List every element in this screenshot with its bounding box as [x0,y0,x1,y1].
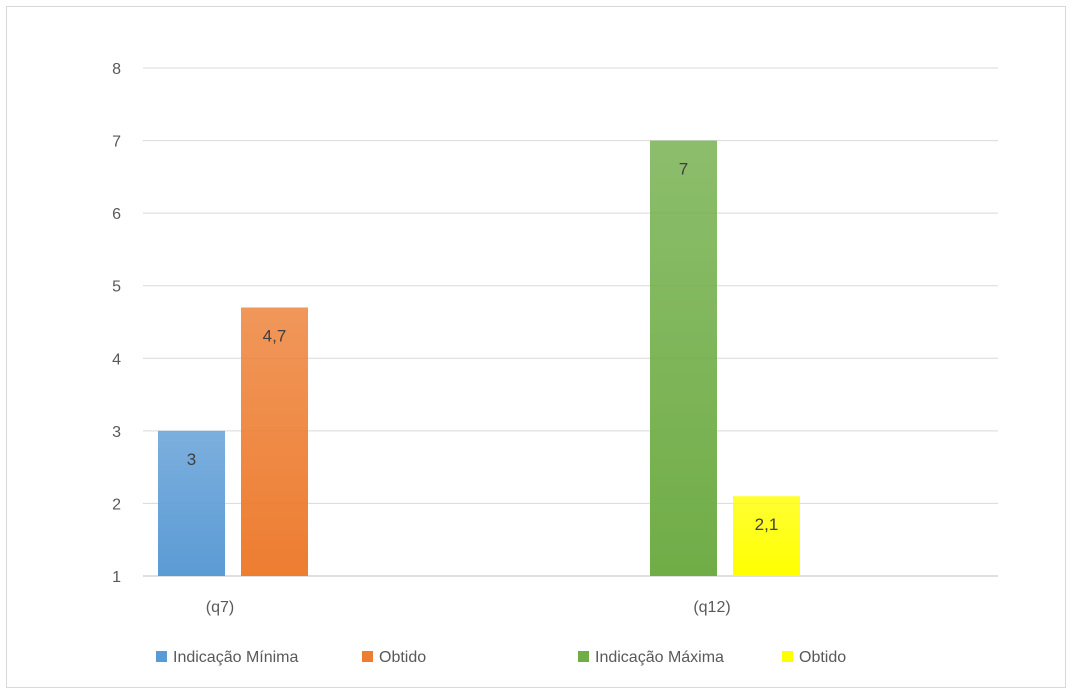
x-tick-label: (q7) [206,599,234,616]
legend-label: Obtido [379,649,426,666]
legend-swatch [362,651,373,662]
legend-label: Indicação Mínima [173,649,298,666]
x-tick-label: (q12) [693,599,730,616]
data-label: 2,1 [755,515,779,534]
bars [158,140,800,577]
y-tick-label: 4 [112,351,121,368]
data-label: 3 [187,450,196,469]
bar-q12-1 [650,140,717,577]
legend-swatch [156,651,167,662]
legend-swatch [578,651,589,662]
y-tick-label: 2 [112,496,121,513]
y-tick-label: 1 [112,569,121,586]
x-axis: (q7) (q12) [206,599,731,616]
y-tick-label: 5 [112,279,121,296]
y-tick-label: 8 [112,61,121,78]
data-label: 7 [679,160,688,179]
bar-q7-1 [158,430,225,576]
legend: Indicação Mínima Obtido Indicação Máxima Ob… [156,649,846,666]
legend-label: Obtido [799,649,846,666]
bar-q12-2 [733,496,800,576]
y-tick-label: 3 [112,424,121,441]
data-label: 4,7 [263,326,287,345]
y-axis: 1 2 3 4 5 6 7 8 [112,61,121,586]
legend-swatch [782,651,793,662]
legend-label: Indicação Máxima [595,649,724,666]
data-labels: 3 4,7 7 2,1 [187,160,779,535]
y-tick-label: 7 [112,134,121,151]
bar-q7-2 [241,307,308,576]
y-tick-label: 6 [112,206,121,223]
